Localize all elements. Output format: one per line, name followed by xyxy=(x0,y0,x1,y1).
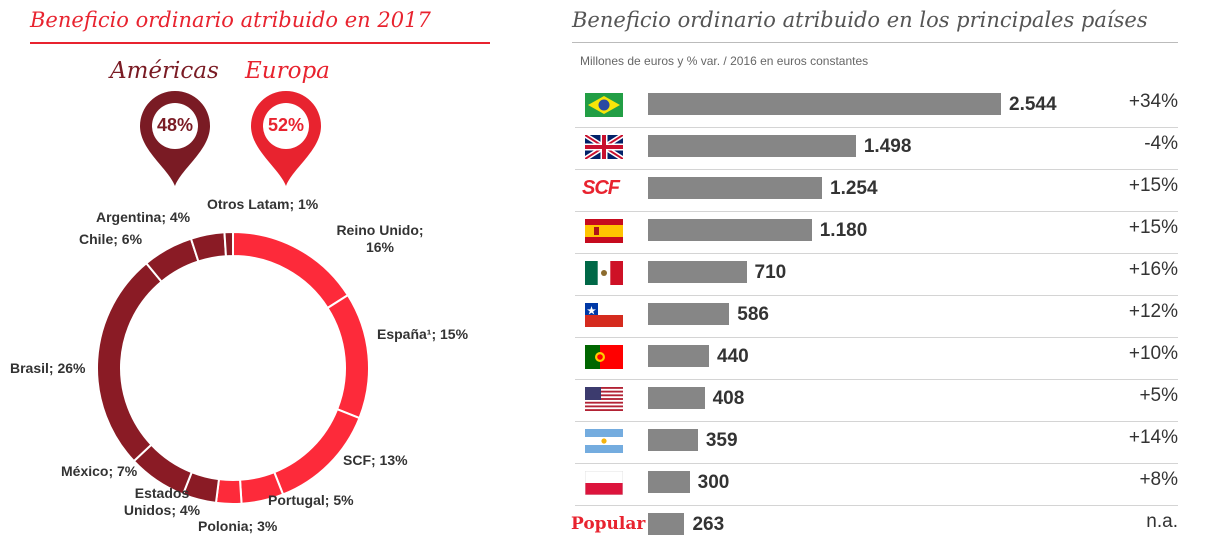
donut-slice xyxy=(189,231,228,263)
uk-flag-icon xyxy=(583,132,625,162)
americas-percentage: 48% xyxy=(156,115,194,135)
variation-label: +10% xyxy=(1128,343,1178,364)
bar-row: 710 +16% xyxy=(575,254,1178,296)
scf-logo-icon: SCF xyxy=(582,177,620,199)
bar-row: 300 +8% xyxy=(575,464,1178,506)
donut-slice-label: Chile; 6% xyxy=(79,231,143,247)
row-divider xyxy=(575,169,1178,170)
europa-label: Europa xyxy=(245,58,330,84)
americas-pin-icon xyxy=(140,90,210,186)
usa-flag-icon xyxy=(585,387,623,411)
bar-value-label: 1.254 xyxy=(830,178,878,199)
row-divider xyxy=(575,295,1178,296)
donut-slice xyxy=(214,477,243,505)
bar-chart-subtitle: Millones de euros y % var. / 2016 en eur… xyxy=(580,54,869,68)
bar-value-label: 440 xyxy=(717,346,749,367)
row-divider xyxy=(575,421,1178,422)
donut-slice-label: Otros Latam; 1% xyxy=(207,196,319,212)
variation-label: -4% xyxy=(1144,133,1178,154)
bar xyxy=(648,219,812,241)
bar-row: 408 +5% xyxy=(575,380,1178,422)
bar xyxy=(648,303,730,325)
portugal-flag-icon xyxy=(585,345,623,369)
bar xyxy=(648,93,1001,115)
variation-label: +15% xyxy=(1128,217,1178,238)
donut-slice-label: Argentina; 4% xyxy=(96,209,191,225)
bar xyxy=(648,387,705,409)
row-divider xyxy=(575,253,1178,254)
variation-label: +15% xyxy=(1128,175,1178,196)
variation-label: +12% xyxy=(1128,301,1178,322)
bar xyxy=(648,135,856,157)
donut-slice-label: Estados Unidos; 4% xyxy=(123,485,201,518)
donut-slice xyxy=(326,293,370,420)
spain-flag-icon xyxy=(585,219,623,243)
row-divider xyxy=(575,337,1178,338)
bar-value-label: 2.544 xyxy=(1009,94,1057,115)
bar-row: 1.498 -4% xyxy=(575,128,1178,170)
argentina-flag-icon xyxy=(585,429,623,453)
bar-value-label: 359 xyxy=(705,430,738,451)
donut-slice-label: México; 7% xyxy=(61,463,138,479)
bar xyxy=(648,513,685,535)
chile-flag-icon xyxy=(585,303,623,327)
donut-chart-title: Beneficio ordinario atribuido en 2017 xyxy=(30,8,431,32)
donut-slice-label: Portugal; 5% xyxy=(268,492,354,508)
row-divider xyxy=(575,379,1178,380)
title-divider xyxy=(572,42,1178,43)
poland-flag-icon xyxy=(584,470,624,496)
bar-value-label: 263 xyxy=(692,514,725,535)
donut-slice-label: SCF; 13% xyxy=(343,452,408,468)
variation-label: +14% xyxy=(1128,427,1178,448)
variation-label: +8% xyxy=(1139,469,1178,490)
row-divider xyxy=(575,505,1178,506)
bar-value-label: 710 xyxy=(754,262,787,283)
mexico-flag-icon xyxy=(585,261,623,285)
bar-value-label: 408 xyxy=(712,388,745,409)
bar-value-label: 1.180 xyxy=(819,220,868,241)
donut-slice-label: Polonia; 3% xyxy=(198,518,278,534)
europa-percentage: 52% xyxy=(267,115,305,135)
title-underline xyxy=(30,42,490,44)
bar-value-label: 300 xyxy=(697,472,730,493)
variation-label: +5% xyxy=(1139,385,1178,406)
europa-pin-icon xyxy=(251,90,321,186)
donut-slice-label: España¹; 15% xyxy=(377,326,469,342)
bar-row: 1.180 +15% xyxy=(575,212,1178,254)
bar-row: 440 +10% xyxy=(575,338,1178,380)
bar xyxy=(648,177,822,199)
bar xyxy=(648,261,747,283)
donut-chart xyxy=(96,230,370,505)
bar-value-label: 586 xyxy=(737,304,769,325)
bar-row: SCF 1.254 +15% xyxy=(575,170,1178,212)
bar xyxy=(648,471,690,493)
variation-label: +16% xyxy=(1128,259,1178,280)
bar-value-label: 1.498 xyxy=(863,136,912,157)
row-divider xyxy=(575,463,1178,464)
donut-slice-label: Reino Unido; 16% xyxy=(336,222,424,255)
bar xyxy=(648,345,710,367)
popular-logo-icon: Popular xyxy=(571,514,646,534)
bar-row: 586 +12% xyxy=(575,296,1178,338)
bar-row: Popular 263 n.a. xyxy=(571,506,1178,548)
variation-label: n.a. xyxy=(1146,511,1178,532)
donut-slice xyxy=(96,261,164,463)
donut-slice xyxy=(223,230,234,258)
bar-row: 359 +14% xyxy=(575,422,1178,464)
donut-slice xyxy=(232,230,350,310)
bar-row: 2.544 +34% xyxy=(575,86,1178,128)
donut-slice-label: Brasil; 26% xyxy=(10,360,86,376)
americas-label: Américas xyxy=(110,58,219,84)
row-divider xyxy=(575,211,1178,212)
brazil-flag-icon xyxy=(585,93,623,117)
row-divider xyxy=(575,127,1178,128)
bar-chart-title: Beneficio ordinario atribuido en los pri… xyxy=(572,8,1148,32)
variation-label: +34% xyxy=(1128,91,1178,112)
bar xyxy=(648,429,698,451)
